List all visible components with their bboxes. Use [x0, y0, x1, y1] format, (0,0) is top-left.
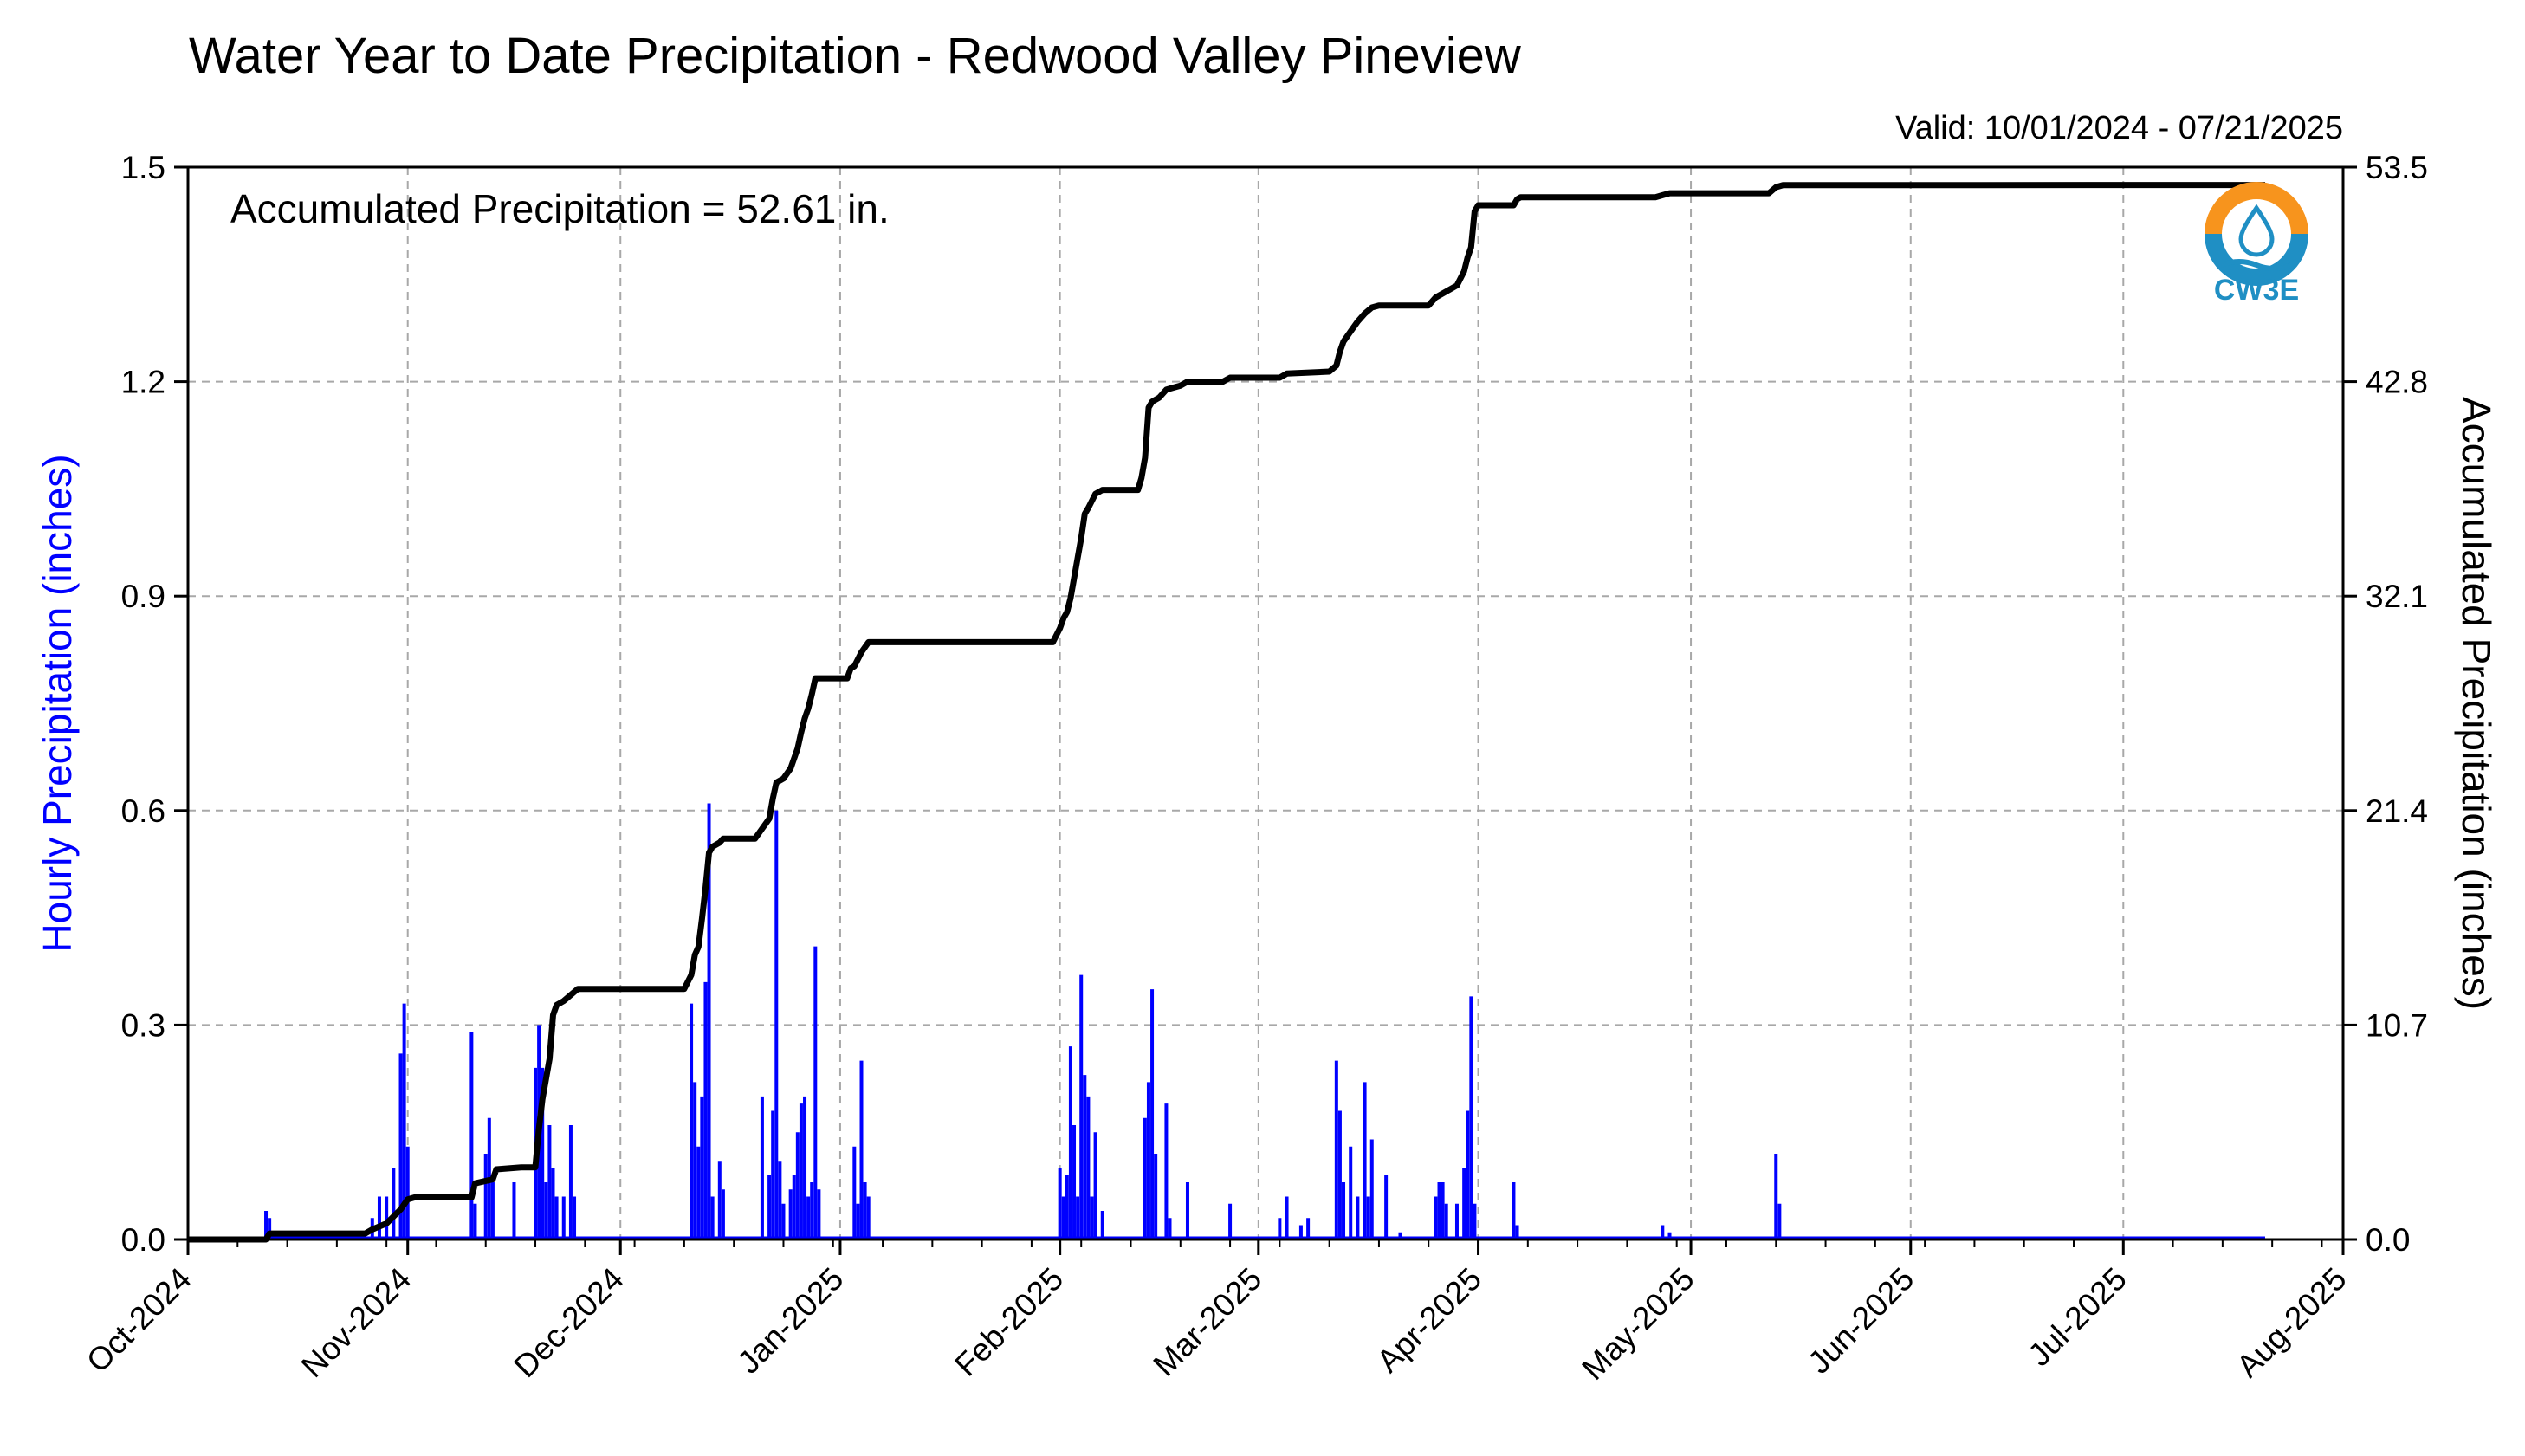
plot-frame	[186, 165, 2345, 1241]
cw3e-logo: CW3E	[2205, 182, 2308, 307]
right-y-tick-label: 42.8	[2366, 365, 2428, 400]
chart-title: Water Year to Date Precipitation - Redwo…	[189, 28, 1522, 84]
x-tick-label: Dec-2024	[507, 1261, 630, 1384]
right-y-tick-label: 53.5	[2366, 150, 2428, 185]
x-tick-label: Feb-2025	[948, 1261, 1070, 1383]
water-drop-icon	[2238, 204, 2275, 257]
right-axis-label: Accumulated Precipitation (inches)	[2454, 397, 2499, 1010]
logo-sun-arc	[2205, 182, 2308, 235]
x-tick-label: Oct-2024	[80, 1261, 198, 1380]
right-y-tick-label: 10.7	[2366, 1007, 2428, 1043]
right-y-tick-label: 21.4	[2366, 793, 2428, 829]
valid-range-label: Valid: 10/01/2024 - 07/21/2025	[1895, 110, 2343, 146]
left-y-tick-label: 0.3	[121, 1007, 165, 1043]
x-tick-label: Aug-2025	[2230, 1261, 2353, 1384]
right-y-tick-label: 0.0	[2366, 1222, 2410, 1258]
left-y-tick-label: 0.0	[121, 1222, 165, 1258]
x-tick-label: Mar-2025	[1147, 1261, 1269, 1383]
x-tick-label: May-2025	[1575, 1261, 1700, 1387]
x-tick-label: Jan-2025	[731, 1261, 851, 1381]
x-tick-label: Nov-2024	[295, 1261, 418, 1384]
left-y-tick-label: 0.6	[121, 793, 165, 829]
left-y-tick-label: 0.9	[121, 579, 165, 614]
left-axis-label: Hourly Precipitation (inches)	[35, 454, 80, 952]
logo-wave	[2220, 259, 2293, 271]
grid	[188, 167, 2343, 1239]
x-tick-label: Jul-2025	[2022, 1261, 2133, 1373]
left-y-tick-label: 1.2	[121, 365, 165, 400]
left-y-tick-label: 1.5	[121, 150, 165, 185]
x-tick-label: Apr-2025	[1370, 1261, 1489, 1380]
hourly-precipitation-bars	[188, 803, 2265, 1239]
axis-ticks: 0.0 0.0 0.3 10.7 0.6 21.4 0.9 32.1 1.2 42.8 1.5 53.…	[80, 150, 2428, 1387]
logo-text: CW3E	[2214, 274, 2299, 307]
right-y-tick-label: 32.1	[2366, 579, 2428, 614]
x-tick-label: Jun-2025	[1801, 1261, 1920, 1381]
accumulated-precipitation-line	[188, 182, 2266, 1243]
accumulated-total-annotation: Accumulated Precipitation = 52.61 in.	[230, 186, 890, 231]
logo-water-arc	[2205, 233, 2308, 286]
